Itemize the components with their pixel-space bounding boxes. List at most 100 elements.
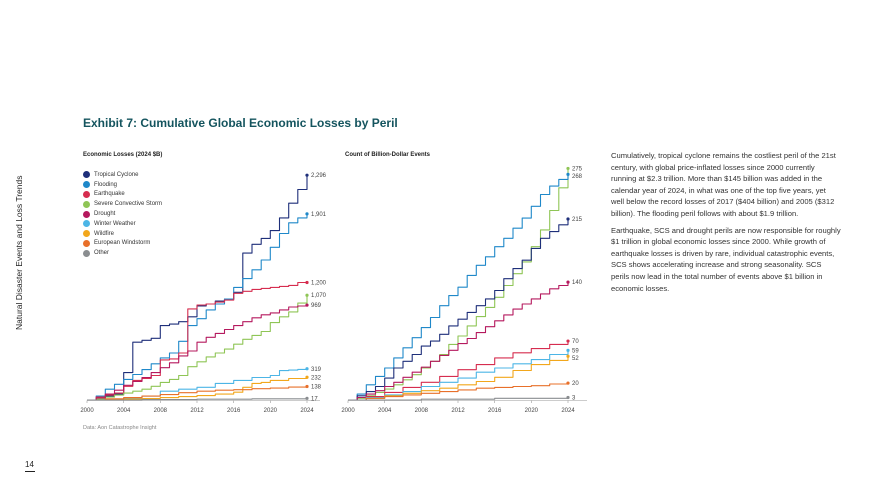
x-tick-label: 2024 bbox=[300, 408, 314, 414]
series-end-point bbox=[566, 354, 570, 358]
x-tick-label: 2004 bbox=[117, 408, 131, 414]
series-end-label: 275 bbox=[572, 166, 583, 172]
legend-label: Wildfire bbox=[94, 230, 115, 237]
legend-item: Other bbox=[83, 248, 162, 258]
legend-swatch bbox=[83, 249, 90, 257]
x-tick-label: 2020 bbox=[264, 408, 278, 414]
legend-item: Severe Convective Storm bbox=[83, 199, 162, 209]
series-line-flooding bbox=[87, 213, 308, 401]
legend-swatch bbox=[83, 190, 90, 198]
legend-item: Drought bbox=[83, 209, 162, 219]
series-end-label: 1,901 bbox=[311, 212, 327, 218]
commentary-paragraph-2: Earthquake, SCS and drought perils are n… bbox=[611, 225, 841, 293]
legend-swatch bbox=[83, 220, 90, 228]
x-tick-label: 2024 bbox=[561, 408, 575, 414]
series-end-label: 268 bbox=[572, 174, 583, 180]
series-end-label: 1,070 bbox=[311, 293, 327, 299]
series-end-label: 969 bbox=[311, 303, 322, 309]
exhibit-title: Exhibit 7: Cumulative Global Economic Lo… bbox=[83, 116, 398, 130]
legend-label: Severe Convective Storm bbox=[94, 201, 163, 208]
legend-label: Other bbox=[94, 250, 110, 257]
series-end-point bbox=[566, 166, 570, 171]
commentary: Cumulatively, tropical cyclone remains t… bbox=[611, 150, 841, 299]
series-end-point bbox=[305, 280, 309, 285]
legend-swatch bbox=[83, 181, 90, 189]
series-line-wildfire bbox=[87, 377, 308, 401]
series-end-label: 1,200 bbox=[311, 281, 327, 287]
series-end-point bbox=[305, 396, 309, 400]
legend-swatch bbox=[83, 239, 90, 247]
series-end-point bbox=[305, 173, 309, 177]
series-end-label: 3 bbox=[572, 395, 576, 401]
series-end-point bbox=[566, 381, 570, 385]
x-tick-label: 2008 bbox=[154, 408, 168, 414]
series-line-winter-weather bbox=[348, 350, 569, 401]
series-line-wildfire bbox=[348, 356, 569, 401]
series-end-label: 140 bbox=[572, 280, 583, 286]
legend-swatch bbox=[83, 200, 90, 208]
series-end-label: 59 bbox=[572, 348, 579, 354]
series-end-point bbox=[566, 172, 570, 176]
series-end-point bbox=[566, 339, 570, 343]
series-end-label: 17 bbox=[311, 396, 318, 402]
x-tick-label: 2020 bbox=[525, 408, 539, 414]
x-tick-label: 2000 bbox=[341, 408, 355, 414]
legend-label: Drought bbox=[94, 211, 116, 218]
series-end-label: 138 bbox=[311, 384, 322, 390]
series-end-label: 20 bbox=[572, 381, 579, 387]
legend-label: Earthquake bbox=[94, 191, 125, 198]
series-end-label: 70 bbox=[572, 339, 579, 345]
x-tick-label: 2000 bbox=[80, 408, 94, 414]
legend-item: Earthquake bbox=[83, 190, 162, 200]
legend-swatch bbox=[83, 210, 90, 218]
series-end-label: 319 bbox=[311, 367, 322, 373]
chart-1-title: Economic Losses (2024 $B) bbox=[83, 152, 163, 158]
x-tick-label: 2012 bbox=[190, 408, 204, 414]
legend-label: Tropical Cyclone bbox=[94, 171, 139, 178]
series-line-european-windstorm bbox=[348, 383, 569, 401]
series-line-european-windstorm bbox=[87, 386, 308, 401]
series-line-tropical-cyclone bbox=[348, 218, 569, 401]
x-tick-label: 2008 bbox=[415, 408, 429, 414]
series-end-point bbox=[566, 395, 570, 400]
legend-swatch bbox=[83, 230, 90, 238]
series-end-point bbox=[305, 384, 309, 389]
legend-item: Tropical Cyclone bbox=[83, 170, 162, 180]
series-end-label: 215 bbox=[572, 217, 583, 223]
series-end-point bbox=[566, 348, 570, 352]
series-line-flooding bbox=[348, 174, 569, 401]
series-line-earthquake bbox=[348, 341, 569, 401]
x-tick-label: 2016 bbox=[488, 408, 502, 414]
series-end-point bbox=[566, 217, 570, 221]
x-tick-label: 2004 bbox=[378, 408, 392, 414]
series-end-point bbox=[305, 303, 309, 307]
legend-swatch bbox=[83, 171, 90, 179]
series-line-other bbox=[87, 398, 308, 401]
legend-label: Flooding bbox=[94, 181, 118, 188]
legend-item: Flooding bbox=[83, 180, 162, 190]
commentary-paragraph-1: Cumulatively, tropical cyclone remains t… bbox=[611, 151, 836, 218]
series-end-point bbox=[566, 280, 570, 284]
series-end-point bbox=[305, 367, 309, 371]
source-note: Data: Aon Catastrophe Insight bbox=[83, 425, 157, 431]
series-line-severe-convective-storm bbox=[348, 168, 569, 401]
series-end-label: 52 bbox=[572, 356, 579, 362]
legend-item: Wildfire bbox=[83, 229, 162, 239]
series-end-point bbox=[305, 375, 309, 379]
legend-label: Winter Weather bbox=[94, 220, 136, 227]
legend-item: Winter Weather bbox=[83, 219, 162, 229]
series-end-point bbox=[305, 293, 309, 297]
legend-label: European Windstorm bbox=[94, 240, 151, 247]
series-end-label: 2,296 bbox=[311, 173, 327, 179]
x-tick-label: 2012 bbox=[451, 408, 465, 414]
series-line-earthquake bbox=[87, 281, 307, 401]
series-end-label: 232 bbox=[311, 375, 322, 381]
series-end-point bbox=[305, 212, 309, 216]
chart-2-title: Count of Billion-Dollar Events bbox=[345, 152, 430, 158]
series-line-drought bbox=[87, 305, 308, 401]
series-line-drought bbox=[348, 282, 569, 401]
x-tick-label: 2016 bbox=[227, 408, 241, 414]
legend-item: European Windstorm bbox=[83, 239, 162, 249]
page-number-underline bbox=[25, 471, 35, 472]
